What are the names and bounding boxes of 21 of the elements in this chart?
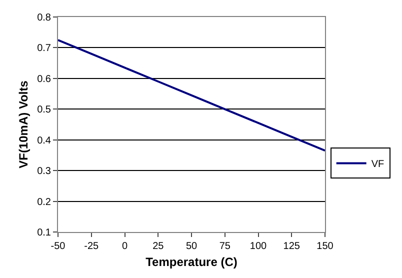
y-tick-label: 0.2 [37, 196, 52, 208]
y-tick-label: 0.6 [37, 74, 52, 85]
x-tick-label: 150 [316, 241, 334, 252]
y-tick-label: 0.7 [37, 43, 52, 54]
x-tick-label: 125 [283, 241, 300, 252]
y-tick-label: 0.3 [37, 166, 52, 178]
y-tick-label: 0.5 [37, 104, 52, 116]
y-axis-title: VF(10mA) Volts [16, 80, 30, 168]
y-tick-label: 0.1 [37, 228, 52, 238]
y-tick-label: 0.4 [37, 135, 52, 146]
y-tick-label: 0.8 [37, 12, 52, 24]
x-tick-label: 25 [152, 241, 164, 252]
x-axis-title: Temperature (C) [146, 254, 238, 269]
x-tick-label: 100 [250, 241, 268, 252]
x-tick-label: 75 [219, 241, 231, 252]
legend-label: VF [371, 159, 384, 170]
x-tick-label: 0 [122, 241, 128, 252]
line-series [58, 39, 325, 152]
x-tick-label: -50 [50, 241, 66, 252]
x-tick-label: 50 [186, 241, 198, 252]
x-tick-label: -25 [84, 241, 100, 252]
